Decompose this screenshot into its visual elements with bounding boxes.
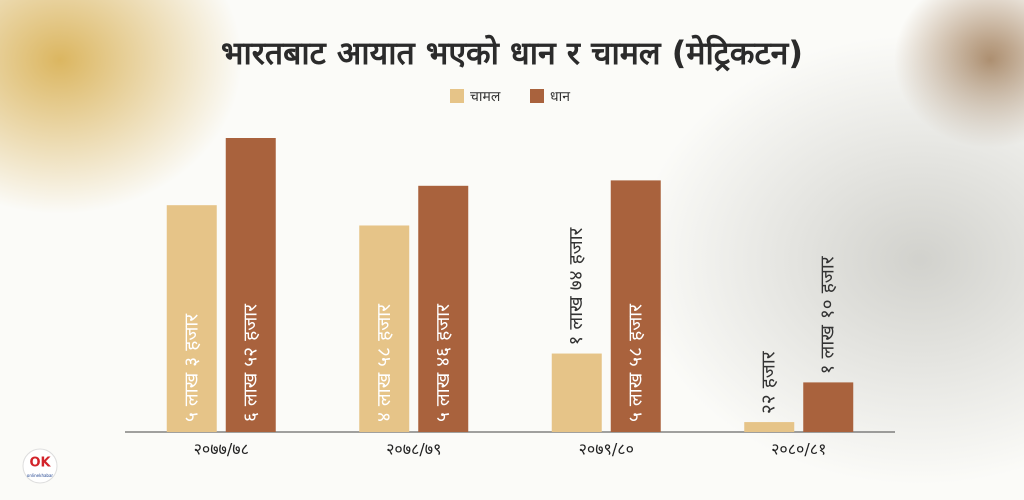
data-label: २२ हजार: [758, 350, 780, 414]
logo-badge: [22, 448, 58, 484]
x-tick-label: २०७९/८०: [579, 440, 634, 459]
bar: [418, 185, 469, 432]
bar: [551, 353, 602, 432]
bar: [744, 422, 795, 432]
data-label: १ लाख ७४ हजार: [565, 226, 587, 345]
data-label: ५ लाख ५८ हजार: [624, 303, 646, 422]
data-label: १ लाख १० हजार: [817, 255, 839, 374]
data-label: ५ लाख ३ हजार: [180, 313, 202, 422]
data-label: ६ लाख ५२ हजार: [239, 303, 261, 422]
chart-title: भारतबाट आयात भएको धान र चामल (मेट्रिकटन): [221, 34, 803, 72]
x-tick-label: २०७८/७९: [386, 440, 441, 459]
logo-mark: OK: [29, 456, 51, 471]
x-tick-label: २०७७/७८: [194, 440, 249, 459]
legend-label: चामल: [470, 89, 501, 105]
legend-swatch: [530, 89, 544, 103]
bar: [166, 205, 217, 432]
x-tick-label: २०८०/८१: [771, 440, 826, 459]
data-label: ४ लाख ५८ हजार: [373, 303, 395, 422]
bar: [610, 180, 661, 432]
data-label: ५ लाख ४६ हजार: [432, 303, 454, 422]
bar: [225, 138, 276, 432]
legend-swatch: [450, 89, 464, 103]
bar: [359, 225, 410, 432]
legend-label: धान: [550, 89, 570, 105]
logo-text: onlinekhabar: [27, 473, 53, 478]
bar: [803, 382, 854, 432]
